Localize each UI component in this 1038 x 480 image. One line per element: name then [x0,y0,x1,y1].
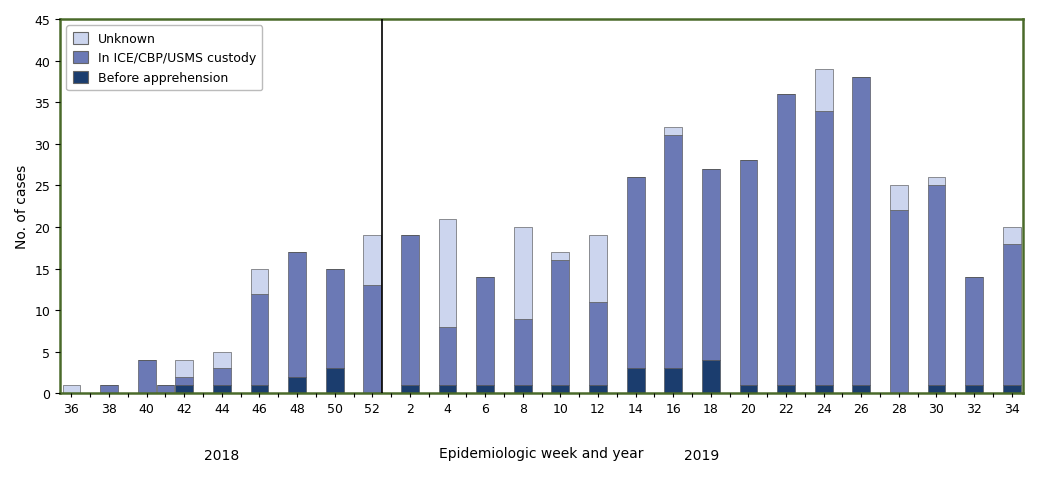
Bar [250,385,269,394]
Bar [702,360,719,394]
Bar [213,352,230,369]
Bar [289,377,306,394]
Bar [589,236,607,302]
Bar [815,385,832,394]
Bar [1003,385,1020,394]
Bar [175,360,193,377]
Bar [326,369,344,394]
Bar [815,111,832,385]
Bar [476,277,494,385]
Bar [551,252,569,261]
X-axis label: Epidemiologic week and year: Epidemiologic week and year [439,446,644,460]
Bar [439,385,457,394]
Bar [627,178,645,369]
Bar [213,385,230,394]
Bar [289,252,306,377]
Bar [514,319,531,385]
Bar [439,219,457,327]
Y-axis label: No. of cases: No. of cases [15,165,29,249]
Bar [551,385,569,394]
Bar [627,369,645,394]
Bar [777,95,795,385]
Bar [589,385,607,394]
Bar [551,261,569,385]
Bar [157,385,174,394]
Bar [890,211,908,394]
Bar [363,286,381,394]
Bar [739,161,758,385]
Bar [514,228,531,319]
Bar [514,385,531,394]
Bar [326,269,344,369]
Bar [250,294,269,385]
Bar [852,78,870,385]
Bar [213,369,230,385]
Bar [175,385,193,394]
Bar [664,128,682,136]
Bar [363,236,381,286]
Bar [250,269,269,294]
Bar [890,186,908,211]
Bar [476,385,494,394]
Bar [100,385,118,394]
Bar [702,169,719,360]
Bar [928,186,946,385]
Bar [664,369,682,394]
Bar [589,302,607,385]
Legend: Unknown, In ICE/CBP/USMS custody, Before apprehension: Unknown, In ICE/CBP/USMS custody, Before… [66,26,263,91]
Text: 2019: 2019 [684,447,719,462]
Bar [965,277,983,385]
Text: 2018: 2018 [204,447,240,462]
Bar [928,385,946,394]
Bar [852,385,870,394]
Bar [777,385,795,394]
Bar [815,70,832,111]
Bar [62,385,80,394]
Bar [928,178,946,186]
Bar [175,377,193,385]
Bar [138,360,156,394]
Bar [739,385,758,394]
Bar [664,136,682,369]
Bar [439,327,457,385]
Bar [1003,228,1020,244]
Bar [401,385,419,394]
Bar [401,236,419,385]
Bar [1003,244,1020,385]
Bar [965,385,983,394]
